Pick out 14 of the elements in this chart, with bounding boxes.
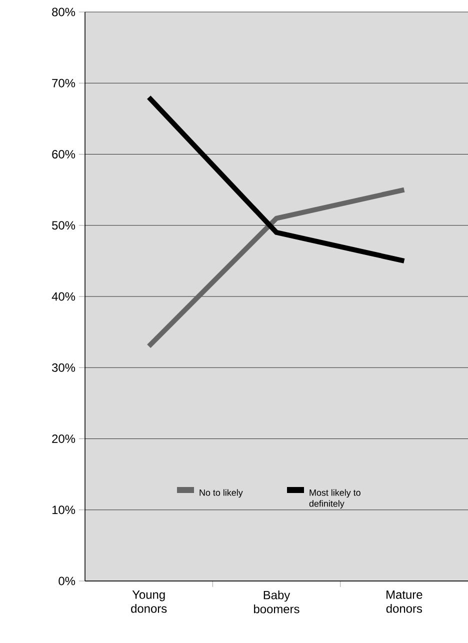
y-tick-label: 10%	[52, 506, 76, 514]
x-tick-label: Baby boomers	[254, 590, 300, 614]
y-tick-label: 60%	[52, 150, 76, 158]
legend-label: Most likely to definitely	[309, 489, 360, 509]
y-tick-label: 0%	[58, 576, 76, 586]
y-tick-label: 50%	[52, 221, 76, 230]
y-tick-label: 80%	[52, 8, 76, 16]
x-tick-label: Mature donors	[386, 590, 422, 613]
x-tick-label: Young donors	[131, 590, 167, 613]
y-tick-label: 70%	[52, 78, 76, 88]
y-tick-label: 20%	[52, 434, 76, 443]
y-tick-label: 30%	[52, 363, 76, 372]
y-tick-label: 40%	[52, 292, 76, 301]
legend-label: No to likely	[200, 489, 243, 498]
